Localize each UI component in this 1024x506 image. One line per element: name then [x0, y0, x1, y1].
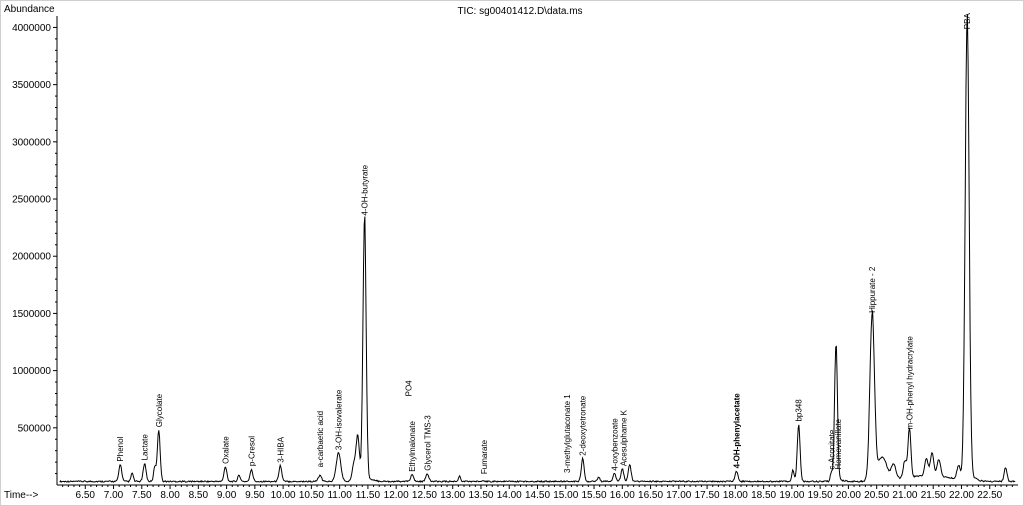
x-tick-label: 14.50	[525, 490, 550, 501]
y-tick-label: 3000000	[12, 137, 51, 148]
x-tick-label: 6.50	[76, 490, 96, 501]
x-tick-label: 16.00	[610, 490, 635, 501]
x-tick-label: 11.50	[356, 490, 381, 501]
x-tick-label: 8.50	[189, 490, 209, 501]
peak-label: PBA	[963, 13, 972, 30]
peak-label: Hippurate - 2	[868, 266, 877, 313]
peak-label: Ethylmalonate	[408, 421, 417, 472]
y-tick-label: 1000000	[12, 366, 51, 377]
x-tick-label: 21.00	[892, 490, 917, 501]
y-tick-label: 1500000	[12, 309, 51, 320]
peak-label: 4-OH-butyrate	[361, 164, 370, 215]
x-tick-label: 18.00	[723, 490, 748, 501]
x-tick-label: 8.00	[160, 490, 180, 501]
peak-label: 3-methylglutaconate 1	[563, 394, 572, 473]
x-tick-label: 12.50	[412, 490, 437, 501]
peak-label: 4-oxybenzoate	[610, 418, 619, 471]
peak-label: Glycolate	[155, 393, 164, 427]
x-tick-label: 19.00	[779, 490, 804, 501]
x-tick-label: 11.00	[327, 490, 352, 501]
x-axis-label: Time-->	[4, 490, 39, 501]
y-tick-label: 2000000	[12, 252, 51, 263]
x-tick-label: 7.00	[104, 490, 124, 501]
x-tick-label: 14.00	[497, 490, 522, 501]
x-tick-label: 15.00	[553, 490, 578, 501]
peak-label: m-OH-phenyl hydracrylate	[906, 336, 915, 430]
peak-label: 2-deoxytetronate	[579, 395, 588, 456]
x-tick-label: 9.00	[217, 490, 237, 501]
y-tick-label: 500000	[18, 423, 52, 434]
peak-label: Fumarate	[480, 439, 489, 474]
peak-label: Phenol	[116, 436, 125, 461]
x-tick-label: 18.50	[751, 490, 776, 501]
peak-label: Glycerol TMS-3	[423, 415, 432, 471]
x-tick-label: 7.50	[132, 490, 152, 501]
x-tick-label: 12.00	[384, 490, 409, 501]
x-tick-label: 20.50	[864, 490, 889, 501]
peak-label: Oxalate	[222, 436, 231, 464]
x-tick-label: 15.50	[582, 490, 607, 501]
x-tick-label: 19.50	[808, 490, 833, 501]
y-axis-label: Abundance	[4, 4, 55, 15]
peak-label: 4-OH-phenylacetate	[733, 393, 742, 469]
tic-trace	[59, 14, 1016, 484]
peak-label: p-Cresol	[248, 436, 257, 466]
x-tick-label: 10.00	[271, 490, 296, 501]
peak-label: Acesulphame K	[619, 409, 628, 466]
x-tick-label: 17.00	[666, 490, 691, 501]
x-tick-label: 9.50	[245, 490, 265, 501]
y-tick-label: 3500000	[12, 80, 51, 91]
chart-title: TIC: sg00401412.D\data.ms	[457, 6, 582, 17]
x-tick-label: 13.50	[468, 490, 493, 501]
axes	[56, 16, 1018, 486]
x-tick-label: 17.50	[695, 490, 720, 501]
x-tick-label: 22.50	[977, 490, 1002, 501]
x-tick-label: 16.50	[638, 490, 663, 501]
y-tick-label: 4000000	[12, 23, 51, 34]
peak-label: 3-OH-isovalerate	[335, 389, 344, 450]
x-tick-label: 13.00	[440, 490, 465, 501]
tick-group: 500000 1000000 1500000 2000000 2500000 300000…	[12, 23, 1013, 501]
x-tick-label: 20.00	[836, 490, 861, 501]
peak-label: PO4	[405, 380, 414, 397]
peak-label: bp348	[795, 399, 804, 422]
y-tick-label: 2500000	[12, 195, 51, 206]
peak-label: Lactate	[141, 434, 150, 461]
peak-labels: Phenol Lactate Glycolate Oxalate p-Cresol 3-H…	[116, 13, 972, 475]
peak-label: c-Aconitate	[827, 429, 836, 470]
peak-label: a-carbaetic acid	[316, 411, 325, 467]
x-tick-label: 10.50	[299, 490, 324, 501]
x-tick-label: 22.00	[949, 490, 974, 501]
peak-label: Homovanillate	[834, 418, 843, 469]
x-tick-label: 21.50	[921, 490, 946, 501]
peak-label: 3-HIBA	[276, 436, 285, 462]
